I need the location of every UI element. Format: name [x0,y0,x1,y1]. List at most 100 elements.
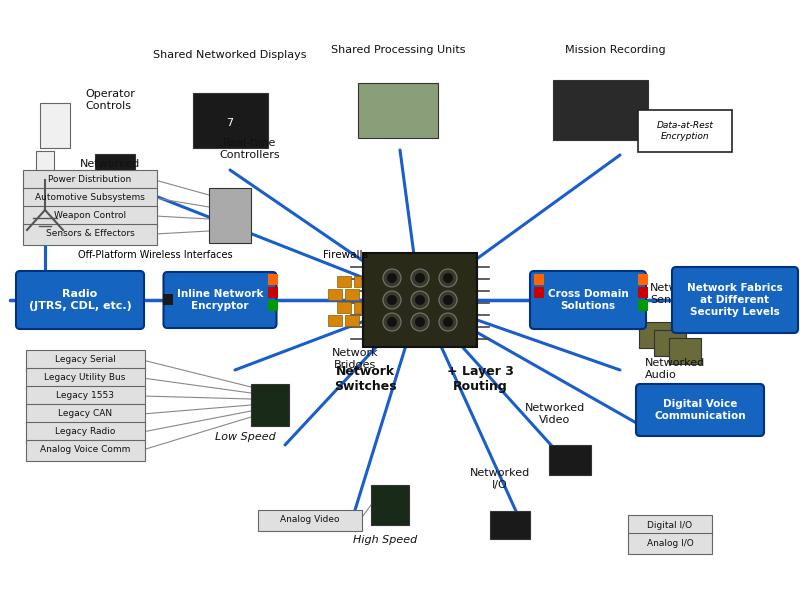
Text: Mission Recording: Mission Recording [565,45,666,55]
Bar [345,315,359,326]
FancyBboxPatch shape [23,205,157,226]
Bar [654,330,686,356]
Text: Automotive Subsystems: Automotive Subsystems [35,193,145,202]
Text: Sensors & Effectors: Sensors & Effectors [46,229,134,238]
Circle shape [411,313,429,331]
Text: Networked
Sensors: Networked Sensors [650,283,710,305]
Text: Analog Video: Analog Video [280,515,340,524]
Text: Network
Bridges: Network Bridges [332,349,378,370]
Bar [337,302,350,313]
Text: Weapon Control: Weapon Control [54,211,126,220]
Bar [163,294,173,305]
FancyBboxPatch shape [16,271,144,329]
Text: Firewalls: Firewalls [322,250,367,260]
Bar [371,485,409,525]
Bar [669,338,701,364]
Text: Power Distribution: Power Distribution [48,175,132,185]
Text: Analog I/O: Analog I/O [646,539,694,547]
Text: Legacy Radio: Legacy Radio [55,427,115,437]
FancyBboxPatch shape [23,223,157,245]
Bar [638,287,648,298]
Text: Legacy CAN: Legacy CAN [58,409,112,419]
Bar [354,302,361,313]
Text: Legacy Serial: Legacy Serial [54,355,115,364]
Circle shape [415,317,425,327]
Bar [268,274,278,285]
Bar [337,276,350,287]
Text: Network Fabrics
at Different
Security Levels: Network Fabrics at Different Security Le… [687,283,783,317]
Text: Radio
(JTRS, CDL, etc.): Radio (JTRS, CDL, etc.) [29,289,131,311]
Text: Shared Processing Units: Shared Processing Units [330,45,466,55]
Text: Inline Network
Encryptor: Inline Network Encryptor [177,289,263,311]
Circle shape [443,295,453,305]
FancyBboxPatch shape [163,272,277,328]
Bar [345,289,359,300]
Bar [209,187,251,242]
Text: Data-at-Rest
Encryption: Data-at-Rest Encryption [657,121,714,140]
Bar [251,384,289,426]
Text: Networked
Audio: Networked Audio [645,358,706,380]
Bar [328,315,342,326]
Circle shape [387,273,397,283]
Bar [358,82,438,137]
Circle shape [439,313,457,331]
Text: Analog Voice Comm: Analog Voice Comm [40,445,130,455]
Circle shape [443,273,453,283]
Text: Cross Domain
Solutions: Cross Domain Solutions [548,289,628,311]
Bar [638,300,648,311]
FancyBboxPatch shape [628,514,712,535]
Text: + Layer 3
Routing: + Layer 3 Routing [446,365,514,393]
FancyBboxPatch shape [23,187,157,208]
Text: Operator
Controls: Operator Controls [85,89,135,111]
FancyBboxPatch shape [530,271,646,329]
Text: Digital I/O: Digital I/O [647,520,693,529]
Bar [268,287,278,298]
Text: 7: 7 [226,118,234,128]
Circle shape [383,313,401,331]
Bar [328,289,342,300]
Bar [354,276,361,287]
FancyBboxPatch shape [23,169,157,191]
FancyBboxPatch shape [638,110,732,152]
Text: Networked
I/O: Networked I/O [470,469,530,490]
FancyBboxPatch shape [26,439,145,461]
Bar [639,322,671,348]
Text: Networked
Video: Networked Video [525,403,585,425]
FancyBboxPatch shape [26,367,145,389]
Circle shape [439,291,457,309]
Bar [534,287,544,298]
Circle shape [415,295,425,305]
Circle shape [383,269,401,287]
FancyBboxPatch shape [672,267,798,333]
Text: Real-time
Controllers: Real-time Controllers [220,139,280,160]
Bar [36,151,54,189]
Circle shape [439,269,457,287]
FancyBboxPatch shape [26,421,145,443]
Text: Networked
I/O: Networked I/O [80,159,140,181]
Text: Legacy 1553: Legacy 1553 [56,391,114,401]
Circle shape [387,295,397,305]
Circle shape [411,291,429,309]
Bar [534,274,544,285]
Text: High Speed: High Speed [353,535,417,545]
FancyBboxPatch shape [26,385,145,407]
Text: Network
Switches: Network Switches [334,365,396,393]
FancyBboxPatch shape [26,349,145,370]
Text: Off-Platform Wireless Interfaces: Off-Platform Wireless Interfaces [78,250,232,260]
Circle shape [415,273,425,283]
FancyBboxPatch shape [26,403,145,425]
Text: Digital Voice
Communication: Digital Voice Communication [654,399,746,421]
Circle shape [411,269,429,287]
Bar [40,103,70,148]
FancyBboxPatch shape [636,384,764,436]
FancyBboxPatch shape [628,533,712,553]
Text: Shared Networked Displays: Shared Networked Displays [154,50,306,60]
FancyBboxPatch shape [258,509,362,530]
Bar [268,300,278,311]
Text: Legacy Utility Bus: Legacy Utility Bus [44,373,126,383]
Bar [490,511,530,539]
FancyBboxPatch shape [363,253,477,347]
Bar [638,274,648,285]
Circle shape [443,317,453,327]
Bar [95,154,135,186]
